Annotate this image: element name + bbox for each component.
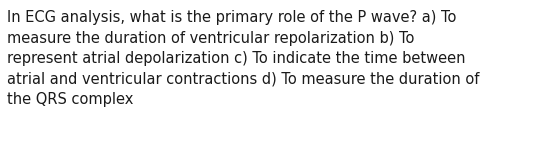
Text: In ECG analysis, what is the primary role of the P wave? a) To
measure the durat: In ECG analysis, what is the primary rol…: [7, 10, 479, 107]
